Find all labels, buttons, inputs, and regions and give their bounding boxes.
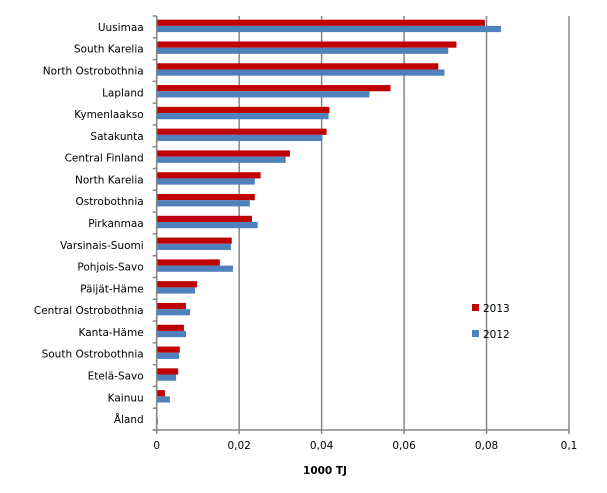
bar-2013-North Ostrobothnia [156, 63, 439, 70]
category-label: South Karelia [74, 44, 144, 56]
bar-2012-North Ostrobothnia [156, 69, 445, 76]
category-label: Central Ostrobothnia [34, 305, 144, 317]
category-label: Päijät-Häme [80, 283, 144, 295]
category-label: Pirkanmaa [88, 218, 143, 230]
bar-2012-Central Ostrobothnia [156, 309, 191, 316]
category-label: Kymenlaakso [74, 109, 143, 121]
category-label: North Ostrobothnia [43, 65, 144, 77]
category-label: Satakunta [90, 131, 143, 143]
x-tick-label: 0,06 [392, 440, 416, 452]
category-label: Ostrobothnia [75, 196, 143, 208]
category-label: South Ostrobothnia [42, 349, 144, 361]
category-label: Lapland [102, 87, 144, 99]
category-label: Uusimaa [98, 22, 144, 34]
legend-swatch-2013 [472, 304, 479, 311]
category-label: Åland [114, 413, 144, 426]
bar-2013-Kanta-Häme [156, 324, 184, 331]
bar-2013-Pirkanmaa [156, 215, 252, 222]
legend-label: 2012 [483, 329, 510, 341]
bar-2012-Central Finland [156, 156, 286, 163]
bar-2012-Etelä-Savo [156, 374, 177, 381]
bar-2012-Lapland [156, 91, 370, 98]
legend-label: 2013 [483, 303, 510, 315]
bar-2012-North Karelia [156, 178, 255, 185]
bar-2013-Central Finland [156, 150, 290, 157]
x-tick-label: 0,04 [310, 440, 334, 452]
category-label: Varsinais-Suomi [60, 240, 144, 252]
x-tick-label: 0 [153, 440, 160, 452]
bar-2013-Kainuu [156, 390, 165, 397]
x-axis-title: 1000 TJ [303, 465, 347, 477]
bar-2012-Pirkanmaa [156, 222, 258, 229]
bar-2012-Varsinais-Suomi [156, 243, 231, 250]
x-tick-label: 0,08 [475, 440, 498, 452]
bar-2012-Pohjois-Savo [156, 265, 233, 272]
bar-2012-Ostrobothnia [156, 200, 250, 207]
bar-2013-Ostrobothnia [156, 194, 255, 201]
category-label: Kanta-Häme [79, 327, 144, 339]
bar-2013-South Ostrobothnia [156, 346, 180, 353]
x-tick-label: 0,02 [227, 440, 250, 452]
legend-swatch-2012 [472, 330, 479, 337]
bar-2013-Satakunta [156, 128, 327, 135]
bar-2012-Kainuu [156, 396, 170, 403]
bar-2013-Etelä-Savo [156, 368, 179, 375]
bar-2013-Varsinais-Suomi [156, 237, 232, 244]
bar-2012-Uusimaa [156, 25, 501, 33]
bar-2013-North Karelia [156, 172, 261, 179]
bar-2012-Päijät-Häme [156, 287, 196, 294]
bar-2012-South Ostrobothnia [156, 352, 179, 359]
bar-2013-Kymenlaakso [156, 106, 330, 114]
bar-2012-South Karelia [156, 47, 449, 54]
bar-2013-Pohjois-Savo [156, 259, 220, 266]
x-tick-label: 0,1 [561, 440, 578, 452]
category-label: Kainuu [108, 392, 144, 404]
category-label: North Karelia [75, 174, 144, 186]
bar-2013-South Karelia [156, 41, 457, 48]
bar-2013-Central Ostrobothnia [156, 302, 186, 310]
bar-2012-Satakunta [156, 134, 323, 142]
bar-2013-Päijät-Häme [156, 281, 198, 288]
bar-2012-Kymenlaakso [156, 113, 329, 120]
category-label: Pohjois-Savo [77, 262, 143, 274]
bar-2013-Uusimaa [156, 19, 485, 26]
bar-2012-Kanta-Häme [156, 330, 186, 338]
bar-2013-Lapland [156, 85, 391, 92]
category-label: Central Finland [65, 153, 144, 165]
category-label: Etelä-Savo [88, 371, 144, 383]
